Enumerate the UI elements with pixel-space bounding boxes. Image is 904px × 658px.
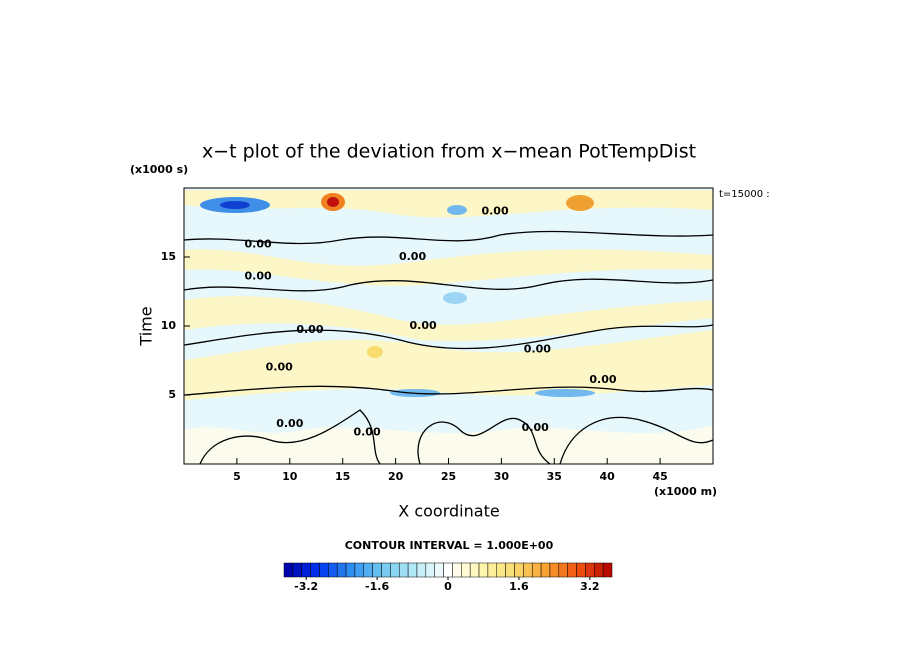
x-axis-title: X coordinate (398, 502, 499, 521)
colorbar-tick-label: 1.6 (509, 580, 529, 593)
contour-label: 0.00 (589, 373, 616, 386)
x-tick-label: 25 (441, 470, 456, 483)
colorbar-box (461, 562, 471, 578)
field (184, 188, 713, 464)
contour-label: 0.00 (522, 421, 549, 434)
colorbar-box (310, 562, 320, 578)
colorbar-box (398, 562, 409, 578)
colorbar-box (594, 562, 604, 578)
x-tick-label: 20 (388, 470, 404, 483)
contour-label: 0.00 (410, 319, 437, 332)
colorbar-box (496, 562, 506, 578)
colorbar-box (514, 562, 524, 578)
colorbar-box (531, 562, 542, 578)
colorbar-box (576, 562, 586, 578)
colorbar-tick-label: 3.2 (580, 580, 600, 593)
y-unit: (x1000 s) (130, 163, 188, 176)
colorbar-box (381, 562, 391, 578)
contour-label: 0.00 (296, 323, 323, 336)
contour-label: 0.00 (399, 250, 426, 263)
colorbar-box (523, 562, 533, 578)
y-tick-label: 5 (168, 388, 176, 401)
colorbar-box (567, 562, 577, 578)
contour-label: 0.00 (266, 360, 293, 373)
contour-label: 0.00 (244, 238, 271, 251)
colorbar-box (372, 562, 382, 578)
contour-interval: CONTOUR INTERVAL = 1.000E+00 (345, 539, 554, 552)
colorbar-box (549, 562, 560, 578)
contour-label: 0.00 (244, 269, 271, 282)
x-tick-label: 5 (233, 470, 241, 483)
x-tick-label: 40 (600, 470, 616, 483)
colorbar-box (390, 562, 400, 578)
x-tick-label: 45 (652, 470, 667, 483)
x-tick-label: 15 (335, 470, 350, 483)
colorbar-box (558, 562, 568, 578)
colorbar-box (478, 562, 489, 578)
colorbar-box (283, 562, 294, 578)
colorbar-box (452, 562, 462, 578)
colorbar-box (505, 562, 515, 578)
colorbar-box (292, 562, 302, 578)
colorbar-tick-label: -3.2 (294, 580, 318, 593)
colorbar-box (336, 562, 347, 578)
x-unit: (x1000 m) (654, 485, 717, 498)
contour-label: 0.00 (481, 204, 508, 217)
contour-label: 0.00 (524, 342, 551, 355)
colorbar-tick-label: 0 (444, 580, 452, 593)
y-tick-label: 15 (161, 250, 176, 263)
contour-label: 0.00 (353, 425, 380, 438)
x-tick-label: 35 (547, 470, 562, 483)
colorbar-box (354, 562, 365, 578)
time-label: t=15000 : (719, 189, 770, 200)
colorbar-box (585, 562, 595, 578)
colorbar-box (434, 562, 444, 578)
y-axis-title: Time (137, 306, 156, 346)
colorbar-box (602, 562, 613, 578)
colorbar-box (407, 562, 418, 578)
colorbar-box (345, 562, 356, 578)
x-tick-label: 10 (282, 470, 298, 483)
colorbar-tick-label: -1.6 (365, 580, 389, 593)
colorbar-box (469, 562, 480, 578)
colorbar-box (328, 562, 338, 578)
contour-label: 0.00 (276, 417, 303, 430)
chart-title: x−t plot of the deviation from x−mean Po… (202, 141, 696, 163)
colorbar-box (425, 562, 435, 578)
x-tick-label: 30 (494, 470, 510, 483)
colorbar-box (443, 562, 453, 578)
colorbar-box (416, 562, 427, 578)
y-tick-label: 10 (161, 319, 177, 332)
colorbar-box (363, 562, 373, 578)
colorbar-box (319, 562, 329, 578)
colorbar-box (540, 562, 551, 578)
colorbar-box (301, 562, 311, 578)
colorbar-box (487, 562, 498, 578)
